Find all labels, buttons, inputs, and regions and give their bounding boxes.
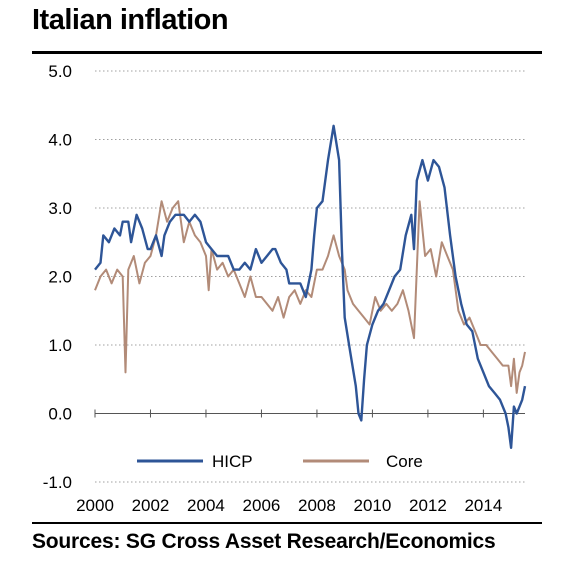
y-tick-label: 0.0 [48,405,72,424]
x-tick-label: 2006 [243,496,281,515]
chart-title: Italian inflation [32,4,229,36]
series-lines [94,124,527,449]
x-axis [94,409,525,418]
y-tick-label: 1.0 [48,336,72,355]
x-tick-label: 2008 [298,496,336,515]
legend-label-core: Core [386,452,423,471]
y-tick-label: 4.0 [48,131,72,150]
source-rule [32,522,542,524]
y-tick-label: 5.0 [48,62,72,81]
title-rule [32,51,542,54]
x-tick-label: 2004 [187,496,225,515]
x-tick-label: 2012 [409,496,447,515]
line-chart: 5.04.03.02.01.00.0-1.0 2000 2002 2004 2006 2… [43,62,527,515]
y-tick-label: -1.0 [43,473,72,492]
y-tick-label: 3.0 [48,199,72,218]
legend: HICP Core [128,449,466,475]
y-tick-label: 2.0 [48,268,72,287]
legend-label-hicp: HICP [212,452,253,471]
x-tick-label: 2000 [76,496,114,515]
x-tick-label: 2010 [354,496,392,515]
source-note: Sources: SG Cross Asset Research/Economi… [32,530,496,553]
x-axis-labels: 2000 2002 2004 2006 2008 2010 2012 2014 [76,496,502,515]
x-tick-label: 2002 [132,496,170,515]
series-line-hicp [94,124,527,449]
series-line-core [94,200,526,394]
y-axis-labels: 5.0 4.0 3.0 2.0 1.0 0.0 -1.0 [43,62,72,492]
x-tick-label: 2014 [464,496,502,515]
